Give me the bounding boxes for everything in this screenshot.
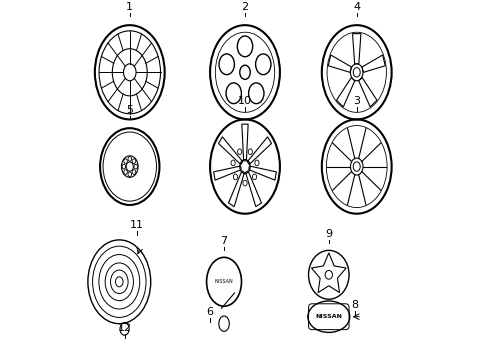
- Text: 9: 9: [325, 229, 332, 239]
- Text: 1: 1: [126, 2, 133, 12]
- Text: 6: 6: [207, 307, 214, 318]
- Text: 8: 8: [351, 301, 359, 310]
- Text: 2: 2: [242, 2, 248, 12]
- Text: 7: 7: [220, 236, 228, 246]
- Text: 12: 12: [118, 323, 132, 333]
- Text: 3: 3: [353, 96, 360, 106]
- Text: 4: 4: [353, 2, 360, 12]
- Text: NISSAN: NISSAN: [315, 314, 343, 319]
- Text: 11: 11: [130, 220, 144, 230]
- Text: 10: 10: [238, 96, 252, 106]
- Text: 5: 5: [126, 105, 133, 115]
- Text: NISSAN: NISSAN: [215, 279, 233, 284]
